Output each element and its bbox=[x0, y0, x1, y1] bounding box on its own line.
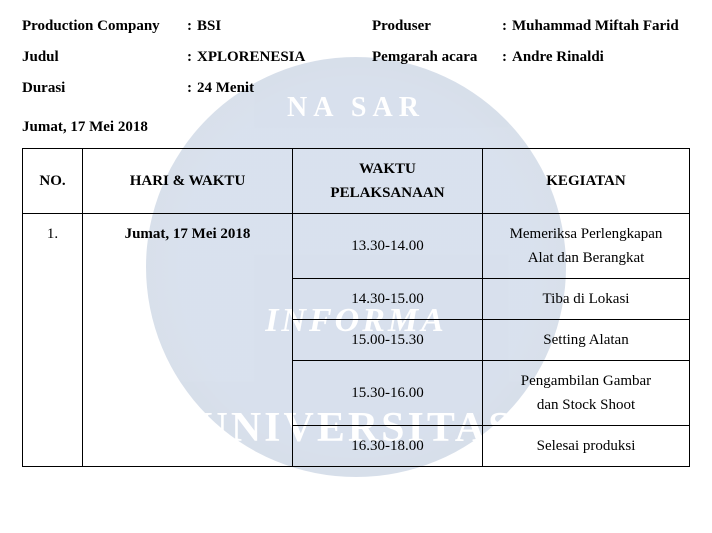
colon: : bbox=[187, 80, 197, 97]
colon: : bbox=[502, 49, 512, 66]
col-header-waktu: WAKTU PELAKSANAAN bbox=[293, 149, 483, 214]
value-production-company: BSI bbox=[197, 18, 221, 35]
kegiatan-l2: dan Stock Shoot bbox=[537, 397, 635, 413]
label-production-company: Production Company bbox=[22, 18, 187, 35]
header-row-3: Durasi : 24 Menit bbox=[22, 80, 690, 97]
table-row: 14.30-15.00 Tiba di Lokasi bbox=[23, 279, 690, 320]
cell-kegiatan: Setting Alatan bbox=[483, 320, 690, 361]
header-row-2: Judul : XPLORENESIA Pemgarah acara : And… bbox=[22, 49, 690, 66]
kegiatan-l1: Pengambilan Gambar bbox=[521, 373, 651, 389]
col-header-no: NO. bbox=[23, 149, 83, 214]
value-durasi: 24 Menit bbox=[197, 80, 254, 97]
cell-kegiatan: Tiba di Lokasi bbox=[483, 279, 690, 320]
label-judul: Judul bbox=[22, 49, 187, 66]
table-row: 16.30-18.00 Selesai produksi bbox=[23, 426, 690, 467]
document-content: Production Company : BSI Produser : Muha… bbox=[0, 0, 712, 485]
value-judul: XPLORENESIA bbox=[197, 49, 305, 66]
cell-waktu: 15.00-15.30 bbox=[293, 320, 483, 361]
table-row: 1. Jumat, 17 Mei 2018 13.30-14.00 Memeri… bbox=[23, 214, 690, 279]
cell-no-cont bbox=[23, 361, 83, 426]
table-row: 15.00-15.30 Setting Alatan bbox=[23, 320, 690, 361]
kegiatan-l2: Alat dan Berangkat bbox=[528, 250, 645, 266]
label-produser: Produser bbox=[372, 18, 502, 35]
cell-waktu: 13.30-14.00 bbox=[293, 214, 483, 279]
col-header-waktu-l2: PELAKSANAAN bbox=[330, 185, 444, 201]
cell-date-cont bbox=[83, 320, 293, 361]
colon: : bbox=[187, 49, 197, 66]
cell-kegiatan: Pengambilan Gambar dan Stock Shoot bbox=[483, 361, 690, 426]
schedule-table: NO. HARI & WAKTU WAKTU PELAKSANAAN KEGIA… bbox=[22, 148, 690, 467]
colon: : bbox=[187, 18, 197, 35]
kegiatan-l1: Memeriksa Perlengkapan bbox=[510, 226, 663, 242]
cell-no: 1. bbox=[23, 214, 83, 279]
col-header-hari: HARI & WAKTU bbox=[83, 149, 293, 214]
date-line: Jumat, 17 Mei 2018 bbox=[22, 119, 690, 136]
cell-kegiatan: Memeriksa Perlengkapan Alat dan Berangka… bbox=[483, 214, 690, 279]
cell-waktu: 16.30-18.00 bbox=[293, 426, 483, 467]
colon: : bbox=[502, 18, 512, 35]
cell-date-cont bbox=[83, 426, 293, 467]
value-produser: Muhammad Miftah Farid bbox=[512, 18, 679, 35]
label-pemgarah: Pemgarah acara bbox=[372, 49, 502, 66]
cell-no-cont bbox=[23, 320, 83, 361]
cell-date-cont bbox=[83, 279, 293, 320]
col-header-waktu-l1: WAKTU bbox=[359, 161, 416, 177]
cell-no-cont bbox=[23, 279, 83, 320]
cell-waktu: 14.30-15.00 bbox=[293, 279, 483, 320]
value-pemgarah: Andre Rinaldi bbox=[512, 49, 604, 66]
cell-date-cont bbox=[83, 361, 293, 426]
cell-date: Jumat, 17 Mei 2018 bbox=[83, 214, 293, 279]
label-durasi: Durasi bbox=[22, 80, 187, 97]
header-row-1: Production Company : BSI Produser : Muha… bbox=[22, 18, 690, 35]
cell-kegiatan: Selesai produksi bbox=[483, 426, 690, 467]
cell-waktu: 15.30-16.00 bbox=[293, 361, 483, 426]
table-row: 15.30-16.00 Pengambilan Gambar dan Stock… bbox=[23, 361, 690, 426]
col-header-kegiatan: KEGIATAN bbox=[483, 149, 690, 214]
cell-no-cont bbox=[23, 426, 83, 467]
header-block: Production Company : BSI Produser : Muha… bbox=[22, 18, 690, 97]
table-header-row: NO. HARI & WAKTU WAKTU PELAKSANAAN KEGIA… bbox=[23, 149, 690, 214]
